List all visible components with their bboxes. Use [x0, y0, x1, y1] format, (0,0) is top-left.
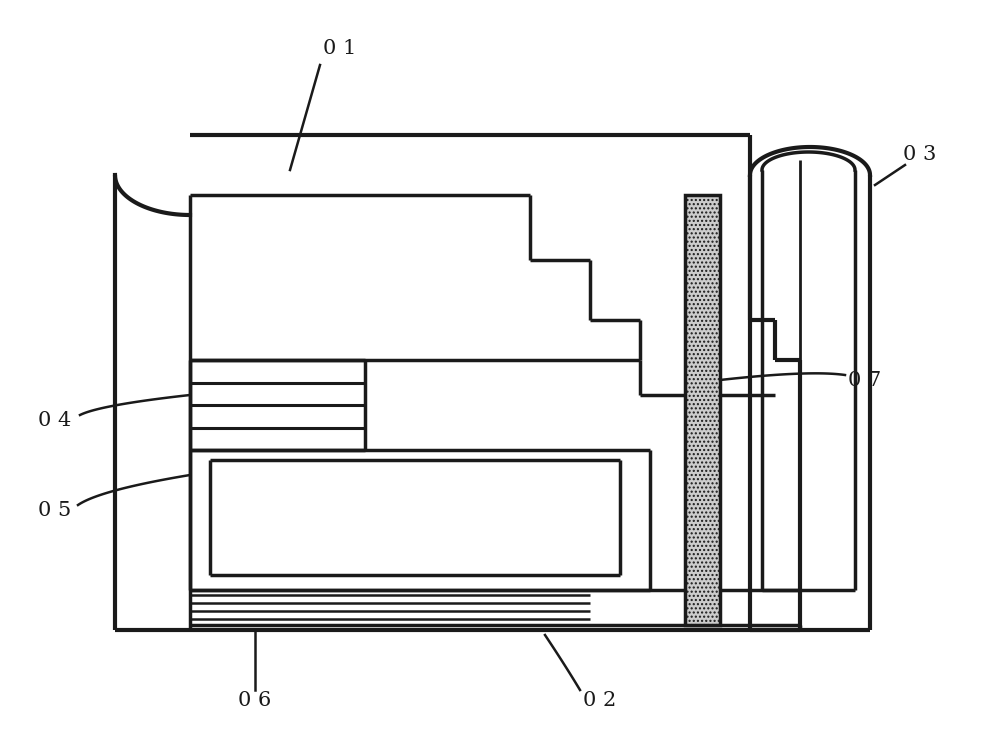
Text: 0 3: 0 3 — [903, 145, 937, 165]
Text: 0 6: 0 6 — [238, 691, 272, 709]
Text: 0 5: 0 5 — [38, 501, 72, 519]
Text: 0 1: 0 1 — [323, 39, 357, 57]
Text: 0 2: 0 2 — [583, 691, 617, 709]
Text: 0 7: 0 7 — [848, 371, 882, 389]
Text: 0 4: 0 4 — [38, 410, 72, 430]
Bar — [685, 195, 720, 625]
